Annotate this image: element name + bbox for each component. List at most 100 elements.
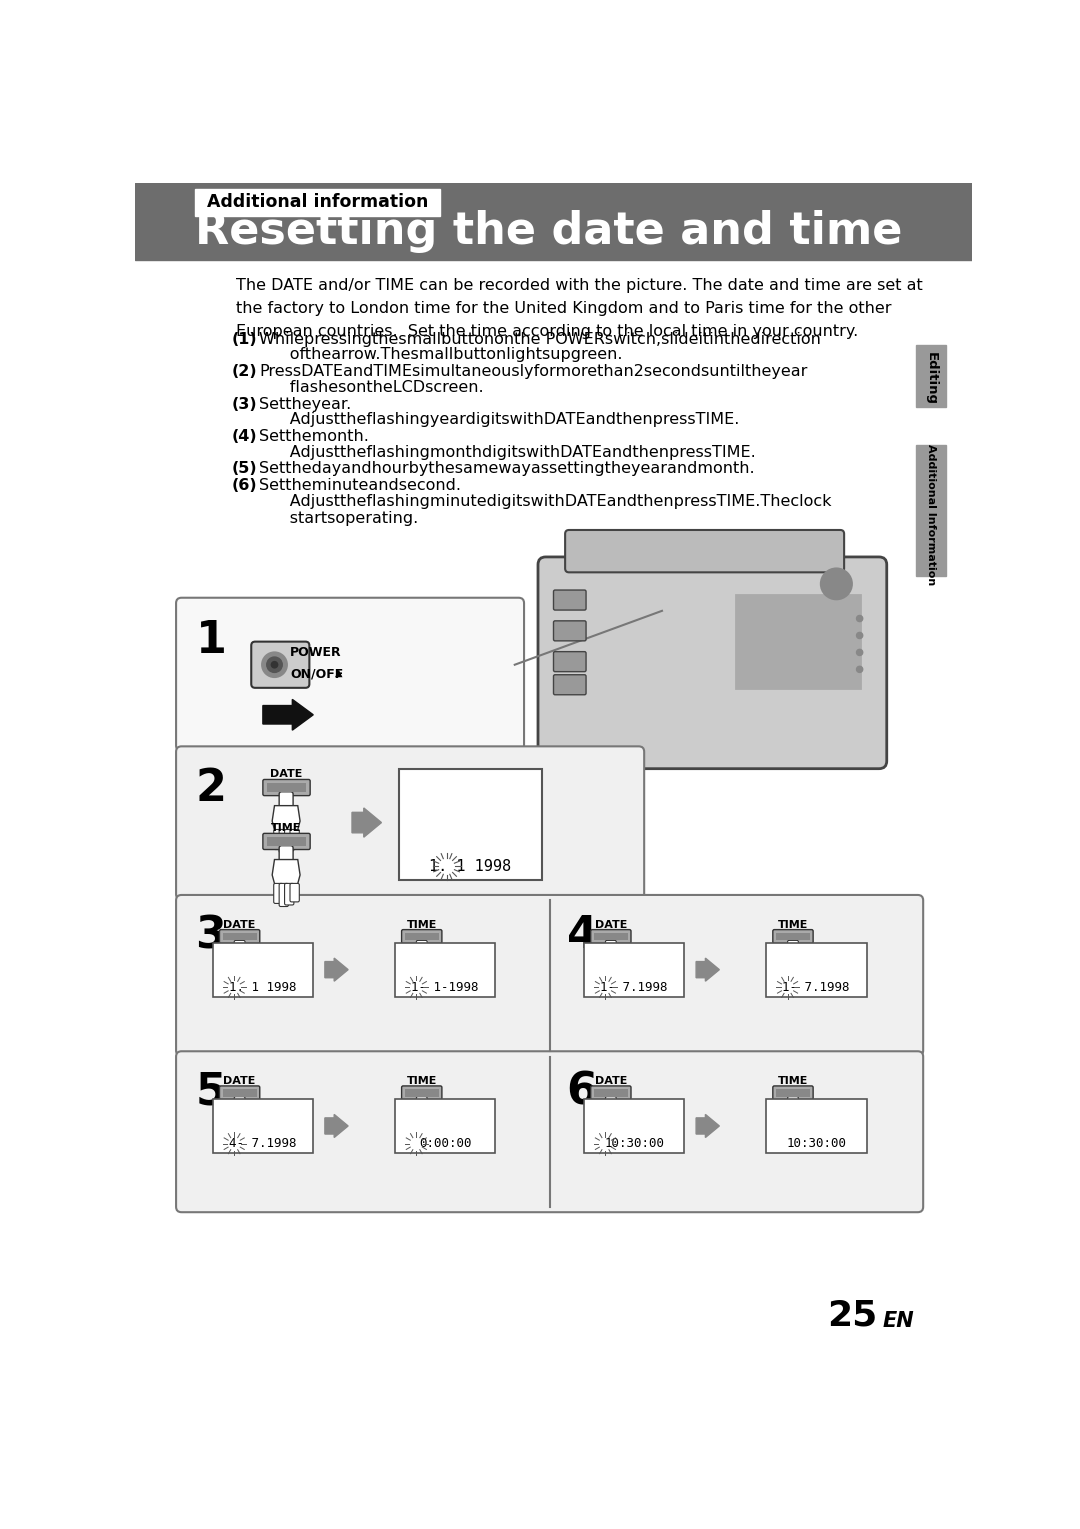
Text: (5): (5) [232,462,257,477]
Text: The DATE and/or TIME can be recorded with the picture. The date and time are set: The DATE and/or TIME can be recorded wit… [235,278,922,339]
Text: Additional information: Additional information [207,193,428,211]
Text: EN: EN [882,1310,914,1330]
Circle shape [271,661,279,668]
FancyBboxPatch shape [273,884,283,904]
Text: 4- 7.1998: 4- 7.1998 [229,1138,297,1150]
Text: TIME: TIME [406,919,437,930]
FancyBboxPatch shape [783,1128,789,1144]
Polygon shape [410,1107,433,1130]
Text: 1- 7.1998: 1- 7.1998 [783,982,850,994]
FancyBboxPatch shape [792,1128,799,1145]
Text: (1): (1) [232,332,257,347]
Bar [916,445,946,576]
Circle shape [262,653,287,677]
FancyBboxPatch shape [416,1096,428,1112]
FancyBboxPatch shape [239,971,245,989]
Polygon shape [229,1107,251,1130]
Text: DATE: DATE [224,919,256,930]
FancyBboxPatch shape [554,674,586,694]
Text: ofthearrow.Thesmallbuttonlightsupgreen.: ofthearrow.Thesmallbuttonlightsupgreen. [259,347,622,362]
Text: TIME: TIME [778,1076,808,1086]
Bar [594,1089,627,1096]
FancyBboxPatch shape [606,1096,617,1112]
Polygon shape [272,859,300,887]
Polygon shape [325,1115,348,1138]
Text: 4: 4 [567,914,597,957]
Text: (6): (6) [232,479,257,494]
Circle shape [856,633,863,639]
FancyBboxPatch shape [554,621,586,641]
FancyBboxPatch shape [402,930,442,943]
FancyBboxPatch shape [420,971,428,989]
Text: Setthedayandhourbythesamewayassettingtheyearandmonth.: Setthedayandhourbythesamewayassettingthe… [259,462,755,477]
Polygon shape [600,1107,622,1130]
FancyBboxPatch shape [787,971,794,991]
Bar [213,1099,313,1153]
Text: Settheminuteandsecond.: Settheminuteandsecond. [259,479,461,494]
Text: DATE: DATE [270,769,302,778]
FancyBboxPatch shape [416,1128,423,1147]
Polygon shape [410,951,433,974]
Polygon shape [272,806,300,833]
FancyBboxPatch shape [411,971,418,988]
Polygon shape [352,807,381,838]
FancyBboxPatch shape [600,971,607,988]
FancyBboxPatch shape [176,894,923,1057]
FancyBboxPatch shape [284,830,294,852]
FancyBboxPatch shape [262,833,310,850]
Text: 25: 25 [827,1298,877,1332]
Text: Resetting the date and time: Resetting the date and time [195,209,903,252]
Text: Whilepressingthesmallbuttononthе POWERswitch,slideitinthedirection: Whilepressingthesmallbuttononthе POWERsw… [259,332,821,347]
Text: 1- 7.1998: 1- 7.1998 [600,982,667,994]
FancyBboxPatch shape [606,940,617,956]
Text: 3: 3 [195,914,227,957]
Bar [583,1099,685,1153]
Text: Additional Information: Additional Information [926,443,936,586]
Text: ▲: ▲ [335,668,342,677]
FancyBboxPatch shape [426,971,432,986]
Bar [135,183,972,260]
Text: AdjusttheflashingmonthdigitswithDATEandthenpressTIME.: AdjusttheflashingmonthdigitswithDATEandt… [259,445,756,460]
FancyBboxPatch shape [610,1128,617,1145]
Text: PressDATEandTIMEsimultaneouslyformorethan2secondsuntiltheyear: PressDATEandTIMEsimultaneouslyformoretha… [259,364,808,379]
Text: 0:00:00: 0:00:00 [419,1138,471,1150]
Bar [222,1089,257,1096]
FancyBboxPatch shape [773,1086,813,1099]
FancyBboxPatch shape [773,930,813,943]
FancyBboxPatch shape [792,971,799,989]
FancyBboxPatch shape [243,1128,251,1142]
Text: 1- 1-1998: 1- 1-1998 [411,982,478,994]
Text: DATE: DATE [595,1076,627,1086]
Bar [775,933,810,940]
FancyBboxPatch shape [234,940,245,956]
Circle shape [856,650,863,656]
Circle shape [821,569,852,599]
Polygon shape [697,1115,719,1138]
FancyBboxPatch shape [219,930,260,943]
FancyBboxPatch shape [787,940,798,956]
FancyBboxPatch shape [243,971,251,986]
FancyBboxPatch shape [554,651,586,671]
FancyBboxPatch shape [279,792,293,810]
Text: 1. 1 1998: 1. 1 1998 [229,982,297,994]
FancyBboxPatch shape [538,557,887,769]
Text: 1: 1 [195,619,227,662]
FancyBboxPatch shape [233,1128,241,1147]
Bar [583,943,685,997]
FancyBboxPatch shape [420,1128,428,1145]
Text: TIME: TIME [406,1076,437,1086]
FancyBboxPatch shape [615,971,621,986]
Bar [394,1099,496,1153]
Bar [213,943,313,997]
FancyBboxPatch shape [219,1086,260,1099]
FancyBboxPatch shape [252,642,309,688]
FancyBboxPatch shape [591,930,631,943]
FancyBboxPatch shape [176,746,644,899]
Text: 10:30:00: 10:30:00 [604,1138,664,1150]
Text: Setthemonth.: Setthemonth. [259,430,369,443]
Bar [267,838,307,846]
Bar [916,346,946,407]
Circle shape [267,657,282,673]
FancyBboxPatch shape [426,1128,432,1142]
Bar [766,1099,866,1153]
